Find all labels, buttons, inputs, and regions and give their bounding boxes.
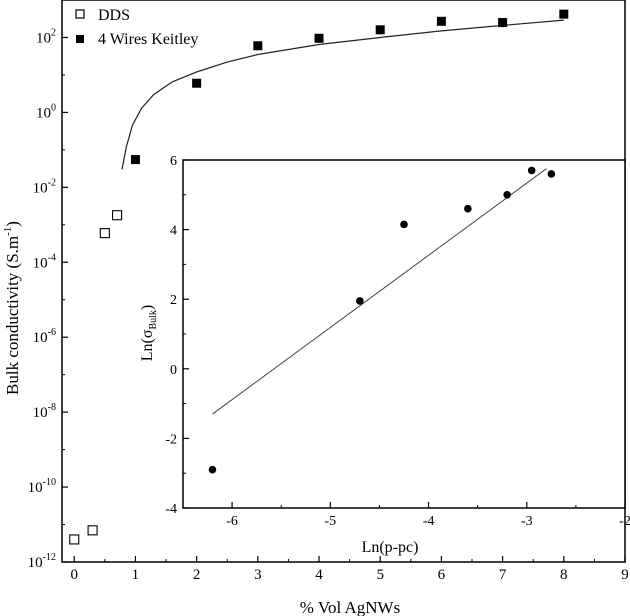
fit-curve [121,19,564,170]
inset-x-axis-title: Ln(p-pc) [362,539,419,556]
main-y-tick-base: 10 [33,330,48,346]
inset-y-tick-label: 2 [170,293,177,308]
keitley-point [192,78,202,88]
main-y-tick-label: 10-2 [33,177,56,196]
main-x-tick-label: 6 [438,567,446,583]
inset-y-tick-label: -2 [165,432,177,447]
legend-label-dds: DDS [98,7,130,24]
main-y-tick-base: 10 [28,480,43,496]
main-y-tick-base: 10 [36,30,51,46]
inset-y-axis-title-close: ) [139,305,156,310]
main-y-tick-base: 10 [33,405,48,421]
main-y-tick-label: 102 [36,27,56,46]
main-x-tick-label: 4 [315,567,323,583]
main-y-tick-exp: -8 [48,402,56,413]
main-y-axis-title: Bulk conductivity (S.m-1) [2,221,22,395]
legend-label-keitley: 4 Wires Keitley [98,31,198,48]
keitley-point [314,33,324,43]
main-y-axis-title-sup: -1 [2,227,14,236]
main-y-tick-exp: -4 [48,252,56,263]
legend: DDS 4 Wires Keitley [75,7,198,48]
inset-y-axis: -4 -2 0 2 4 6 [165,154,189,517]
inset-point [400,220,408,229]
inset-y-axis-title-text: Ln(σ [139,329,156,361]
main-y-tick-exp: 2 [51,27,56,38]
dds-point [99,228,110,239]
inset-x-tick-label: -6 [226,514,238,529]
keitley-point [130,155,140,165]
inset-data-points [208,166,556,474]
inset-point [356,297,364,305]
keitley-point [375,25,385,35]
inset-y-axis-title-sub: Bulk [148,310,159,329]
inset-point [464,204,472,213]
inset-x-tick-label: -3 [521,514,533,529]
main-x-tick-label: 2 [193,567,201,583]
main-y-tick-exp: -10 [43,477,56,488]
main-y-tick-label: 10-10 [28,477,56,496]
inset-point [503,191,511,199]
main-y-tick-exp: 0 [51,102,56,113]
inset-y-tick-label: 6 [170,154,177,169]
inset-y-tick-label: 4 [170,224,177,239]
inset-point [208,465,217,474]
dds-point [69,534,80,545]
main-x-axis-title: % Vol AgNWs [300,598,400,616]
main-y-tick-exp: -2 [48,177,56,188]
main-y-tick-base: 10 [33,180,48,196]
inset-x-axis: -6 -5 -4 -3 -2 [182,502,630,529]
keitley-point [559,9,569,19]
main-x-tick-label: 1 [132,567,140,583]
dds-point [112,210,123,221]
main-y-tick-label: 10-8 [33,402,56,421]
keitley-point [253,41,263,51]
main-y-tick-base: 10 [28,555,43,571]
inset-y-axis-title: Ln(σBulk) [139,305,159,362]
main-y-tick-label: 10-6 [33,327,56,346]
inset-y-tick-label: -4 [165,502,177,517]
main-y-axis-title-close: ) [3,221,22,227]
inset-x-tick-label: -4 [423,514,435,529]
inset-fit-line [212,168,547,415]
main-x-tick-label: 9 [621,567,629,583]
main-x-axis: 0 1 2 3 4 5 6 7 8 9 [70,556,629,583]
dds-point [87,525,98,536]
main-y-tick-base: 10 [33,255,48,271]
legend-marker-keitley [76,35,84,43]
inset-x-tick-label: -5 [324,514,336,529]
main-y-tick-label: 100 [36,102,56,121]
main-y-tick-exp: -12 [43,552,56,563]
inset-point [527,166,536,175]
legend-marker-dds [75,9,85,19]
keitley-point [498,18,508,28]
inset-x-tick-label: -2 [619,514,630,529]
inset-point [547,170,556,178]
inset-y-tick-label: 0 [170,363,177,378]
main-x-tick-label: 5 [376,567,384,583]
main-x-tick-label: 8 [560,567,568,583]
inset-plot: -6 -5 -4 -3 -2 -4 -2 0 2 4 6 Ln(p-pc) Ln(σBulk) [139,154,630,556]
main-y-tick-exp: -6 [48,327,56,338]
main-x-tick-label: 3 [254,567,262,583]
main-x-tick-label: 7 [499,567,507,583]
main-y-tick-label: 10-12 [28,552,56,571]
inset-plot-frame [182,159,626,509]
main-y-tick-base: 10 [36,105,51,121]
main-y-axis-title-text: Bulk conductivity (S.m [3,236,22,395]
main-x-tick-label: 0 [70,567,78,583]
main-data-points [69,9,569,545]
main-y-tick-label: 10-4 [33,252,56,271]
keitley-point [436,16,446,26]
